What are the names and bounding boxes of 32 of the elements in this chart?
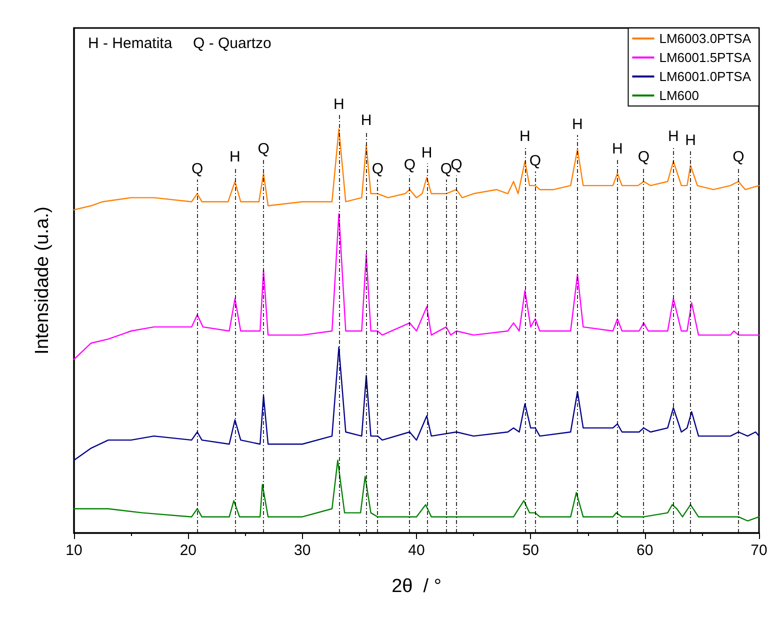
legend-label: LM6003.0PTSA <box>659 31 752 46</box>
ref-line-label: Q <box>258 140 270 158</box>
ref-line-label: H <box>421 144 432 162</box>
x-tick-label: 30 <box>294 542 311 559</box>
ref-line-label: H <box>360 112 372 130</box>
x-tick-label: 40 <box>408 542 425 559</box>
ref-line-label: Q <box>529 152 542 170</box>
ref-line-label: Q <box>638 148 650 166</box>
legend-label: LM600 <box>659 88 699 103</box>
ref-line-label: H <box>572 116 583 134</box>
x-tick-label: 70 <box>750 542 768 559</box>
legend-label: LM6001.5PTSA <box>659 50 752 65</box>
ref-line-label: Q <box>372 160 384 178</box>
ref-line-label: H <box>685 132 696 150</box>
ref-line-label: H <box>668 128 679 146</box>
ref-line-label: H <box>612 140 623 158</box>
ref-line-label: H <box>230 148 240 166</box>
ref-line-label: H <box>333 96 344 113</box>
x-tick-label: 10 <box>66 542 82 559</box>
x-tick-label: 60 <box>636 542 654 559</box>
x-axis-title: 2θ / ° <box>392 576 442 597</box>
ref-line-label: H <box>520 128 530 146</box>
ref-line-label: Q <box>440 160 452 178</box>
ref-line-label: Q <box>404 156 416 174</box>
ref-line-label: Q <box>450 156 462 174</box>
y-axis-title: Intensidade (u.a.) <box>32 206 53 354</box>
ref-line-label: Q <box>191 160 204 178</box>
x-tick-label: 20 <box>180 542 197 559</box>
legend-label: LM6001.0PTSA <box>659 69 752 84</box>
ref-line-label: Q <box>732 148 744 166</box>
x-tick-label: 50 <box>522 542 540 559</box>
text: H - Hematita Q - Quartzo <box>88 35 272 52</box>
